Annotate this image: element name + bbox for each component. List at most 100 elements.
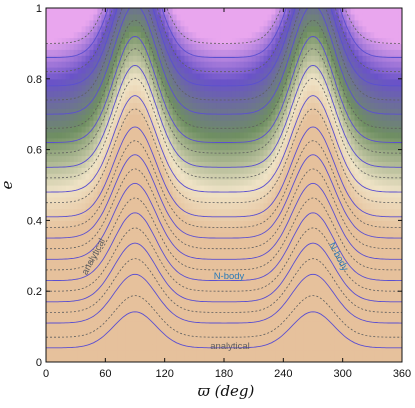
heat-cell	[366, 273, 371, 280]
heat-cell	[46, 238, 51, 245]
heat-cell	[97, 31, 102, 39]
heat-cell	[200, 196, 205, 204]
heat-cell	[57, 55, 63, 62]
heat-cell	[224, 143, 229, 151]
heat-cell	[295, 37, 300, 44]
heat-cell	[370, 202, 375, 210]
heat-cell	[251, 49, 257, 56]
heat-cell	[144, 202, 150, 210]
heat-cell	[121, 267, 126, 275]
heat-cell	[231, 220, 237, 227]
heat-cell	[338, 155, 344, 162]
heat-cell	[192, 55, 197, 62]
heat-cell	[251, 55, 257, 62]
heat-cell	[307, 185, 312, 192]
heat-cell	[271, 208, 277, 216]
heat-cell	[239, 13, 245, 21]
heat-cell	[164, 143, 170, 151]
heat-cell	[208, 208, 213, 216]
heat-cell	[322, 37, 328, 44]
heat-cell	[247, 314, 253, 322]
heat-cell	[255, 13, 261, 21]
heat-cell	[133, 202, 138, 210]
heat-cell	[184, 114, 189, 121]
heat-cell	[101, 13, 106, 21]
heat-cell	[330, 220, 336, 227]
heat-cell	[121, 356, 126, 362]
heat-cell	[57, 149, 63, 157]
heat-cell	[295, 102, 300, 109]
heat-cell	[188, 320, 193, 328]
heat-cell	[287, 72, 292, 80]
heat-cell	[311, 120, 316, 127]
heat-cell	[208, 90, 213, 98]
heat-cell	[69, 167, 75, 174]
heat-cell	[121, 25, 126, 33]
heat-cell	[295, 338, 300, 345]
heat-cell	[231, 226, 237, 233]
heat-cell	[350, 37, 356, 44]
heat-cell	[69, 143, 75, 151]
heat-cell	[168, 356, 174, 362]
heat-cell	[263, 320, 269, 328]
heat-cell	[152, 43, 158, 50]
heat-cell	[204, 332, 209, 339]
heat-cell	[362, 267, 367, 275]
heat-cell	[117, 72, 122, 80]
heat-cell	[366, 303, 371, 310]
heat-cell	[307, 338, 312, 345]
heat-cell	[89, 114, 95, 121]
heat-cell	[176, 67, 182, 74]
heat-cell	[101, 167, 106, 174]
heat-cell	[231, 320, 237, 328]
heat-cell	[291, 338, 296, 345]
heat-cell	[224, 338, 229, 345]
heat-cell	[287, 149, 292, 157]
heat-cell	[243, 202, 249, 210]
heat-cell	[140, 161, 146, 168]
heat-cell	[366, 338, 371, 345]
heat-cell	[125, 102, 130, 109]
heat-cell	[235, 214, 241, 221]
heat-cell	[350, 72, 356, 80]
heat-cell	[263, 84, 269, 92]
heat-cell	[125, 90, 130, 98]
heat-cell	[227, 102, 233, 109]
heat-cell	[243, 72, 249, 80]
heat-cell	[77, 84, 83, 92]
heat-cell	[101, 244, 106, 251]
heat-cell	[366, 78, 371, 86]
heat-cell	[330, 120, 336, 127]
heat-cell	[176, 114, 182, 121]
heat-cell	[196, 167, 201, 174]
heat-cell	[156, 120, 162, 127]
heat-cell	[231, 202, 237, 210]
heat-cell	[65, 185, 71, 192]
heat-cell	[61, 43, 67, 50]
heat-cell	[46, 72, 51, 80]
heat-cell	[350, 108, 356, 115]
heat-cell	[267, 72, 273, 80]
heat-cell	[366, 267, 371, 275]
heat-cell	[299, 84, 304, 92]
heat-cell	[184, 267, 189, 275]
heat-cell	[200, 167, 205, 174]
heat-cell	[283, 196, 288, 204]
heat-cell	[65, 90, 71, 98]
heat-cell	[231, 244, 237, 251]
heat-cell	[184, 185, 189, 192]
heat-cell	[113, 49, 118, 56]
heat-cell	[180, 161, 186, 168]
heat-cell	[184, 96, 189, 103]
heat-cell	[291, 297, 296, 304]
heat-cell	[295, 279, 300, 286]
heat-cell	[295, 249, 300, 257]
heat-cell	[117, 25, 122, 33]
heat-cell	[224, 291, 229, 298]
heat-cell	[133, 291, 138, 298]
heat-cell	[299, 232, 304, 239]
heat-cell	[136, 120, 142, 127]
heat-cell	[216, 308, 221, 316]
heat-cell	[85, 84, 91, 92]
heat-cell	[136, 96, 142, 103]
